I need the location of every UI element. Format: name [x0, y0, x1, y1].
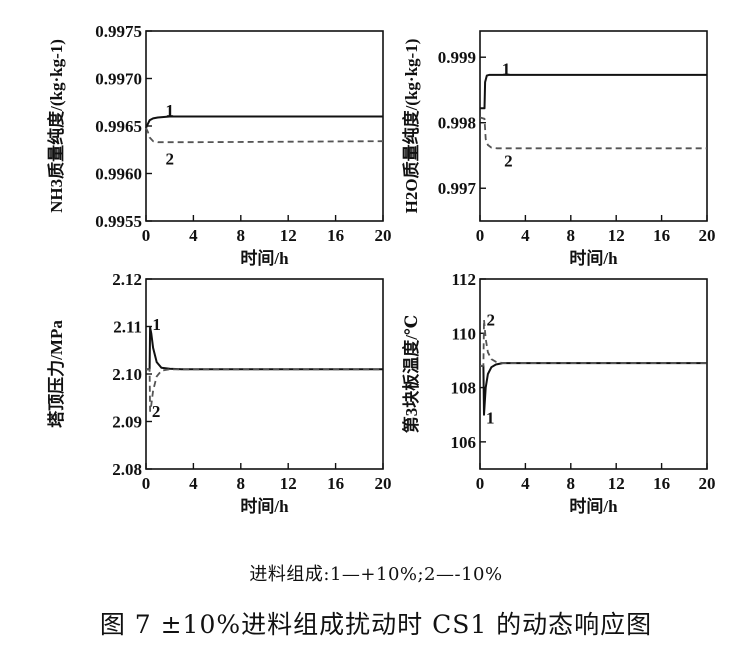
y-tick-label: 2.11 — [113, 318, 142, 337]
x-tick-label: 4 — [521, 226, 530, 245]
x-tick-label: 12 — [608, 474, 625, 493]
series-line-1 — [146, 326, 383, 371]
chart-panel-2: 0 4 8 12 16 200.9970.9980.999时间/hH2O质量纯度/(kg·… — [401, 30, 716, 268]
x-tick-label: 0 — [142, 474, 151, 493]
plot-frame — [479, 278, 708, 470]
y-tick-label: 108 — [451, 379, 477, 398]
plot-frame — [145, 30, 384, 222]
x-tick-label: 8 — [567, 474, 576, 493]
x-tick-label: 16 — [327, 226, 344, 245]
y-tick-label: 2.12 — [112, 270, 142, 289]
series-line-2 — [146, 368, 383, 413]
y-axis-label: H2O质量纯度/(kg·kg-1) — [401, 39, 421, 214]
x-tick-label: 12 — [608, 226, 625, 245]
figure-caption: 图 7 ±10%进料组成扰动时 CS1 的动态响应图 — [99, 610, 653, 639]
x-tick-label: 4 — [521, 474, 530, 493]
y-tick-label: 2.09 — [112, 413, 142, 432]
x-tick-label: 4 — [189, 474, 198, 493]
figure-panels: 0 4 8 12 16 200.99550.99600.99650.99700.9975时… — [46, 22, 716, 516]
y-tick-label: 106 — [451, 433, 477, 452]
y-tick-label: 0.998 — [438, 114, 476, 133]
curve-label: 1 — [152, 315, 161, 334]
curve-label: 2 — [504, 152, 513, 171]
x-tick-label: 8 — [237, 226, 246, 245]
x-tick-label: 20 — [375, 226, 392, 245]
y-tick-label: 0.997 — [438, 179, 477, 198]
y-tick-label: 0.999 — [438, 48, 476, 67]
series-line-2 — [145, 127, 384, 144]
x-axis-label: 时间/h — [240, 496, 289, 516]
y-tick-label: 110 — [451, 324, 476, 343]
curve-label: 1 — [486, 408, 495, 427]
x-tick-label: 0 — [476, 226, 485, 245]
curve-label: 2 — [165, 149, 174, 168]
x-tick-label: 0 — [476, 474, 485, 493]
x-tick-label: 4 — [189, 226, 198, 245]
curve-label: 1 — [502, 59, 511, 78]
y-tick-label: 0.9975 — [95, 22, 142, 41]
x-tick-label: 8 — [567, 226, 576, 245]
x-tick-label: 0 — [142, 226, 151, 245]
y-axis-label: 第3块板温度/℃ — [401, 315, 421, 434]
y-tick-label: 0.9960 — [95, 165, 142, 184]
x-tick-label: 16 — [653, 226, 670, 245]
x-tick-label: 20 — [699, 474, 716, 493]
x-tick-label: 8 — [237, 474, 246, 493]
y-tick-label: 2.08 — [112, 460, 142, 479]
y-tick-label: 0.9970 — [95, 70, 142, 89]
series-line-1 — [480, 362, 707, 416]
x-tick-label: 12 — [280, 226, 297, 245]
x-tick-label: 20 — [375, 474, 392, 493]
x-axis-label: 时间/h — [240, 248, 289, 268]
curve-label: 2 — [152, 402, 161, 421]
x-tick-label: 16 — [327, 474, 344, 493]
y-tick-label: 112 — [451, 270, 476, 289]
series-line-2 — [479, 116, 707, 150]
chart-panel-1: 0 4 8 12 16 200.99550.99600.99650.99700.9975时… — [46, 22, 392, 268]
y-axis-label: 塔顶压力/MPa — [46, 320, 66, 428]
y-tick-label: 2.10 — [112, 365, 142, 384]
y-tick-label: 0.9965 — [95, 117, 142, 136]
x-tick-label: 20 — [699, 226, 716, 245]
chart-legend-note: 进料组成:1—+10%;2—-10% — [249, 564, 503, 585]
x-tick-label: 12 — [280, 474, 297, 493]
curve-label: 2 — [487, 311, 496, 330]
chart-panel-3: 0 4 8 12 16 202.082.092.102.112.12时间/h塔顶压力/MP… — [46, 270, 392, 516]
x-axis-label: 时间/h — [569, 496, 618, 516]
series-line-2 — [480, 318, 707, 367]
series-line-1 — [145, 115, 383, 129]
curve-label: 1 — [165, 101, 174, 120]
plot-frame — [479, 30, 708, 222]
x-axis-label: 时间/h — [569, 248, 618, 268]
y-axis-label: NH3质量纯度/(kg·kg-1) — [46, 39, 66, 213]
x-tick-label: 16 — [653, 474, 670, 493]
y-tick-label: 0.9955 — [95, 212, 142, 231]
series-line-1 — [480, 73, 707, 110]
plot-frame — [145, 278, 384, 470]
